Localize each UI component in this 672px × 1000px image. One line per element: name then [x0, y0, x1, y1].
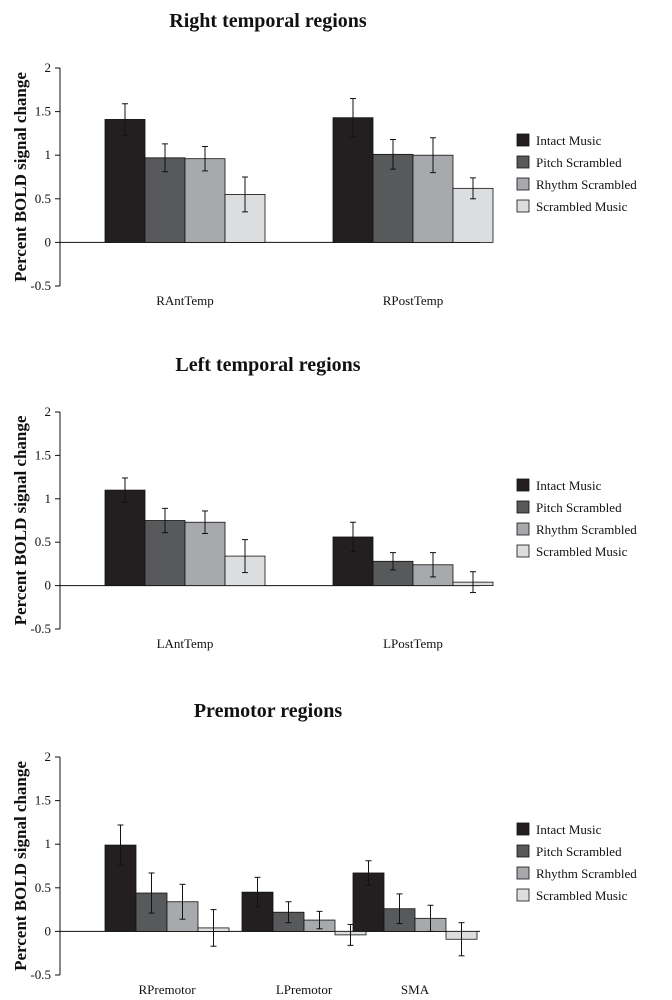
y-tick-label: -0.5: [30, 621, 51, 636]
legend-label: Scrambled Music: [536, 544, 628, 559]
legend-swatch: [516, 199, 530, 213]
y-tick-label: 2: [45, 404, 52, 419]
y-tick-label: 0.5: [35, 191, 51, 206]
y-tick-label: 0: [45, 578, 52, 593]
y-tick-label: -0.5: [30, 967, 51, 982]
y-tick-label: 0: [45, 923, 52, 938]
legend-swatch: [516, 866, 530, 880]
legend-label: Rhythm Scrambled: [536, 522, 637, 537]
chart-panel-2: Left temporal regions Percent BOLD signal…: [11, 354, 637, 651]
y-tick-label: 1.5: [35, 793, 51, 808]
category-label: RPostTemp: [383, 293, 444, 308]
legend-swatch: [516, 844, 530, 858]
y-tick-label: 1: [45, 836, 52, 851]
y-tick-label: 1: [45, 491, 52, 506]
category-label: LPostTemp: [383, 636, 443, 651]
y-tick-label: 0.5: [35, 534, 51, 549]
legend-swatch: [516, 522, 530, 536]
y-tick-label: -0.5: [30, 278, 51, 293]
legend-label: Scrambled Music: [536, 888, 628, 903]
chart-title: Premotor regions: [194, 700, 343, 722]
legend-swatch: [516, 177, 530, 191]
legend-swatch: [516, 155, 530, 169]
legend-swatch: [516, 500, 530, 514]
category-label: RAntTemp: [156, 293, 214, 308]
y-tick-label: 1.5: [35, 104, 51, 119]
legend-label: Pitch Scrambled: [536, 500, 622, 515]
bar: [104, 119, 146, 243]
category-label: LPremotor: [276, 982, 333, 997]
legend-label: Scrambled Music: [536, 199, 628, 214]
y-tick-label: 0: [45, 234, 52, 249]
chart-panel-3: Premotor regions Percent BOLD signal chan…: [11, 700, 637, 997]
legend-swatch: [516, 133, 530, 147]
y-tick-label: 2: [45, 60, 52, 75]
legend-label: Intact Music: [536, 822, 602, 837]
category-label: SMA: [401, 982, 430, 997]
legend-label: Pitch Scrambled: [536, 155, 622, 170]
chart-title: Left temporal regions: [175, 354, 360, 376]
y-tick-label: 2: [45, 749, 52, 764]
legend-swatch: [516, 478, 530, 492]
legend-swatch: [516, 544, 530, 558]
y-tick-label: 1: [45, 147, 52, 162]
legend-swatch: [516, 888, 530, 902]
legend-label: Pitch Scrambled: [536, 844, 622, 859]
chart-panel-1: Right temporal regions Percent BOLD signa…: [11, 10, 637, 308]
legend-label: Rhythm Scrambled: [536, 177, 637, 192]
y-axis-label: Percent BOLD signal change: [11, 72, 30, 282]
y-axis-label: Percent BOLD signal change: [11, 761, 30, 971]
chart-title: Right temporal regions: [169, 10, 367, 32]
legend-label: Intact Music: [536, 133, 602, 148]
legend-label: Rhythm Scrambled: [536, 866, 637, 881]
y-axis-label: Percent BOLD signal change: [11, 415, 30, 625]
category-label: LAntTemp: [157, 636, 214, 651]
legend-swatch: [516, 822, 530, 836]
bar: [104, 489, 146, 586]
y-tick-label: 0.5: [35, 880, 51, 895]
category-label: RPremotor: [138, 982, 196, 997]
legend-label: Intact Music: [536, 478, 602, 493]
y-tick-label: 1.5: [35, 447, 51, 462]
